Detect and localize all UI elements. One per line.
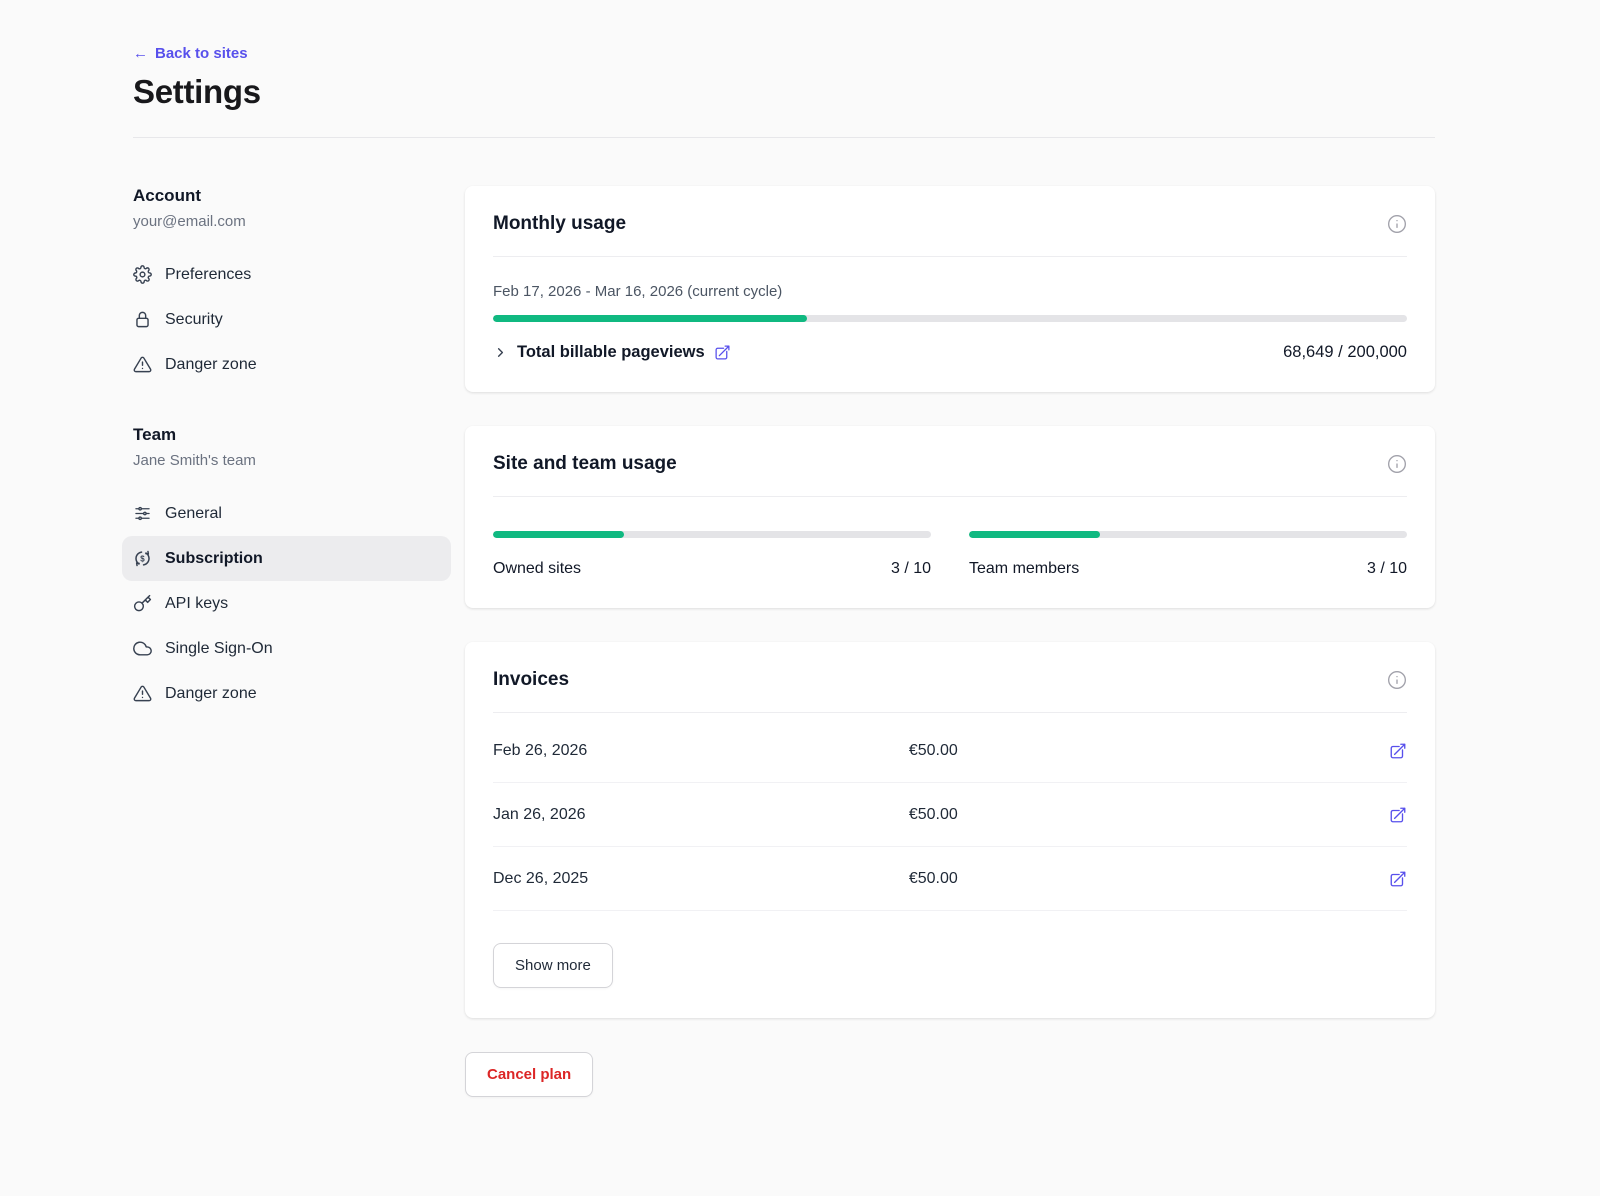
warning-icon bbox=[133, 684, 152, 703]
info-icon[interactable] bbox=[1387, 454, 1407, 474]
owned-sites-meter: Owned sites 3 / 10 bbox=[493, 531, 931, 578]
sidebar-item-single-sign-on[interactable]: Single Sign-On bbox=[122, 626, 451, 671]
sidebar-account-section: Account your@email.com Preferences Secur… bbox=[133, 186, 440, 387]
back-link-label: Back to sites bbox=[155, 45, 248, 62]
team-members-progress-fill bbox=[969, 531, 1100, 538]
monthly-usage-card: Monthly usage Feb 17, 2026 - Mar 16, 202… bbox=[465, 186, 1435, 392]
invoice-amount: €50.00 bbox=[909, 742, 1389, 760]
account-heading: Account bbox=[133, 186, 440, 206]
settings-sidebar: Account your@email.com Preferences Secur… bbox=[133, 186, 440, 1097]
sidebar-item-label: Single Sign-On bbox=[165, 640, 273, 658]
billing-cycle-label: Feb 17, 2026 - Mar 16, 2026 (current cyc… bbox=[493, 283, 1407, 300]
external-link-icon[interactable] bbox=[1389, 870, 1407, 888]
sidebar-item-general[interactable]: General bbox=[122, 491, 451, 536]
team-heading: Team bbox=[133, 425, 440, 445]
sliders-icon bbox=[133, 504, 152, 523]
external-link-icon[interactable] bbox=[1389, 742, 1407, 760]
external-link-icon[interactable] bbox=[1389, 806, 1407, 824]
sidebar-team-section: Team Jane Smith's team General Subscript… bbox=[133, 425, 440, 716]
team-members-label: Team members bbox=[969, 560, 1079, 578]
settings-page: ← Back to sites Settings Account your@em… bbox=[0, 0, 1600, 1177]
subscription-content: Monthly usage Feb 17, 2026 - Mar 16, 202… bbox=[465, 186, 1435, 1097]
site-team-usage-card: Site and team usage Owned sites 3 / 10 bbox=[465, 426, 1435, 608]
sidebar-item-account-danger-zone[interactable]: Danger zone bbox=[122, 342, 451, 387]
pageviews-progress-fill bbox=[493, 315, 807, 322]
sidebar-item-label: General bbox=[165, 505, 222, 523]
sidebar-item-label: Security bbox=[165, 311, 223, 329]
invoice-row: Jan 26, 2026 €50.00 bbox=[493, 783, 1407, 847]
pageviews-progress-track bbox=[493, 315, 1407, 322]
invoice-row: Dec 26, 2025 €50.00 bbox=[493, 847, 1407, 911]
team-name: Jane Smith's team bbox=[133, 452, 440, 469]
invoice-amount: €50.00 bbox=[909, 870, 1389, 888]
sidebar-item-security[interactable]: Security bbox=[122, 297, 451, 342]
invoice-row: Feb 26, 2026 €50.00 bbox=[493, 719, 1407, 783]
owned-sites-progress-track bbox=[493, 531, 931, 538]
back-to-sites-link[interactable]: ← Back to sites bbox=[133, 45, 248, 62]
sidebar-item-team-danger-zone[interactable]: Danger zone bbox=[122, 671, 451, 716]
pageviews-usage-value: 68,649 / 200,000 bbox=[1283, 343, 1407, 362]
invoice-date: Feb 26, 2026 bbox=[493, 742, 909, 760]
sidebar-item-api-keys[interactable]: API keys bbox=[122, 581, 451, 626]
team-members-value: 3 / 10 bbox=[1367, 560, 1407, 578]
key-icon bbox=[133, 594, 152, 613]
site-team-usage-title: Site and team usage bbox=[493, 453, 677, 475]
account-nav: Preferences Security Danger zone bbox=[133, 252, 440, 387]
info-icon[interactable] bbox=[1387, 214, 1407, 234]
sidebar-item-subscription[interactable]: Subscription bbox=[122, 536, 451, 581]
invoice-date: Dec 26, 2025 bbox=[493, 870, 909, 888]
invoice-list: Feb 26, 2026 €50.00 Jan 26, 2026 €50.00 … bbox=[465, 713, 1435, 911]
sidebar-item-preferences[interactable]: Preferences bbox=[122, 252, 451, 297]
owned-sites-progress-fill bbox=[493, 531, 624, 538]
sidebar-item-label: Danger zone bbox=[165, 685, 257, 703]
warning-icon bbox=[133, 355, 152, 374]
currency-cycle-icon bbox=[133, 549, 152, 568]
team-members-meter: Team members 3 / 10 bbox=[969, 531, 1407, 578]
sidebar-item-label: Preferences bbox=[165, 266, 251, 284]
header-divider bbox=[133, 137, 1435, 138]
back-arrow-icon: ← bbox=[133, 45, 148, 62]
account-email: your@email.com bbox=[133, 213, 440, 230]
info-icon[interactable] bbox=[1387, 670, 1407, 690]
sidebar-item-label: Danger zone bbox=[165, 356, 257, 374]
show-more-button[interactable]: Show more bbox=[493, 943, 613, 988]
invoices-card: Invoices Feb 26, 2026 €50.00 Jan 26, 202… bbox=[465, 642, 1435, 1018]
invoice-date: Jan 26, 2026 bbox=[493, 806, 909, 824]
page-title: Settings bbox=[133, 73, 1435, 111]
cloud-icon bbox=[133, 639, 152, 658]
team-members-progress-track bbox=[969, 531, 1407, 538]
lock-icon bbox=[133, 310, 152, 329]
team-nav: General Subscription API keys Single Sig… bbox=[133, 491, 440, 716]
owned-sites-value: 3 / 10 bbox=[891, 560, 931, 578]
cancel-plan-button[interactable]: Cancel plan bbox=[465, 1052, 593, 1097]
external-link-icon[interactable] bbox=[714, 344, 731, 361]
sidebar-item-label: Subscription bbox=[165, 550, 263, 568]
invoice-amount: €50.00 bbox=[909, 806, 1389, 824]
billable-pageviews-label: Total billable pageviews bbox=[517, 343, 705, 362]
gear-icon bbox=[133, 265, 152, 284]
invoices-title: Invoices bbox=[493, 669, 569, 691]
chevron-right-icon[interactable] bbox=[493, 345, 508, 360]
sidebar-item-label: API keys bbox=[165, 595, 228, 613]
owned-sites-label: Owned sites bbox=[493, 560, 581, 578]
monthly-usage-title: Monthly usage bbox=[493, 213, 626, 235]
